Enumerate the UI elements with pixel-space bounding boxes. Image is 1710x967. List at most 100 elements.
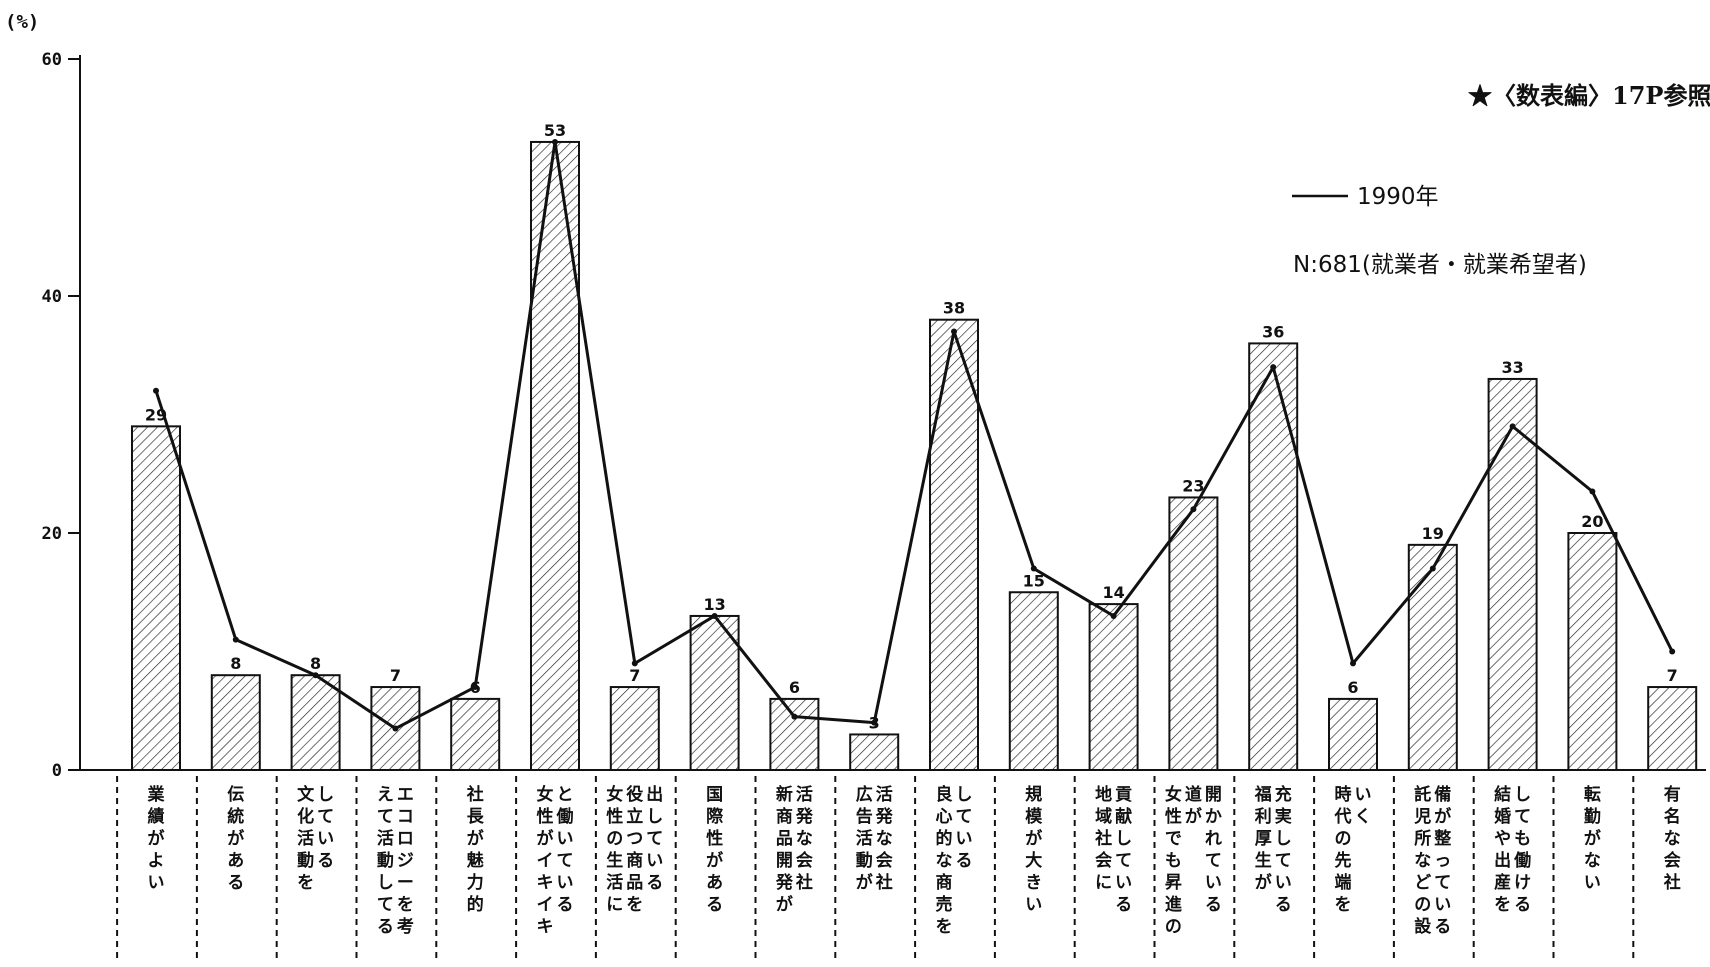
bar [1008, 591, 1059, 771]
trend-line-point [1669, 648, 1676, 655]
trend-line-1990 [153, 138, 1676, 732]
trend-line-point [1110, 612, 1117, 619]
bar [1088, 603, 1139, 771]
bar [131, 425, 181, 771]
bar [530, 140, 580, 771]
bar-value-label: 7 [1667, 666, 1678, 685]
category-label-column: と働いている [556, 785, 574, 915]
bar [1567, 532, 1618, 771]
category-label: 業績がよい [148, 784, 165, 893]
trend-line-point [232, 636, 239, 643]
category-label-column: 充実している [1275, 784, 1292, 915]
trend-line-point [711, 612, 718, 619]
bar [849, 733, 900, 772]
bar-value-label: 33 [1501, 358, 1523, 377]
category-label-column: 託児所などの設 [1413, 784, 1432, 937]
trend-line-point [1509, 423, 1516, 430]
trend-line-point [312, 672, 319, 679]
trend-line-path [154, 140, 1674, 731]
category-label: 転勤がない [1584, 784, 1601, 893]
category-label-column: 広告活動が [856, 784, 873, 893]
category-label-column: 時代の先端を [1334, 784, 1352, 915]
category-label-column: 伝統がある [227, 784, 244, 893]
bar [929, 318, 979, 771]
bar-value-label: 19 [1422, 524, 1444, 543]
legend: 1990年 N:681(就業者・就業希望者) [1292, 184, 1587, 278]
bar [290, 674, 341, 772]
bar-value-label: 13 [703, 595, 725, 614]
trend-line-point [153, 387, 159, 394]
category-label-column: 社長が魅力的 [466, 784, 485, 915]
category-label-column: 有名な会社 [1663, 784, 1681, 893]
trend-line-point [552, 138, 558, 145]
category-label-column: エコロジーを考 [396, 785, 414, 937]
trend-line-point [1030, 565, 1037, 572]
category-label: 有名な会社 [1663, 784, 1681, 893]
bar [450, 697, 501, 772]
bar-value-labels: 2988765371363381514233661933207 [145, 121, 1678, 733]
category-label-column: 役立つ商品を [626, 784, 643, 915]
bar [689, 614, 740, 772]
category-label: 規模が大きい [1025, 785, 1043, 915]
trend-line-point [1589, 488, 1596, 495]
bar-value-label: 7 [629, 666, 640, 685]
bar-value-label: 53 [544, 121, 566, 140]
category-label-column: 出している [646, 784, 663, 893]
category-label-column: している [956, 785, 973, 871]
bar-value-label: 36 [1262, 322, 1284, 341]
bar [1168, 496, 1219, 771]
category-label-column: 開かれている [1205, 785, 1222, 915]
category-label-column: 新商品開発が [775, 784, 794, 915]
bar [1647, 686, 1698, 771]
category-label-column: 活発な会社 [875, 784, 894, 893]
category-label-column: 規模が大きい [1025, 785, 1043, 915]
category-label-column: 業績がよい [148, 784, 165, 893]
bar-value-label: 8 [230, 654, 241, 673]
y-tick-label: 0 [52, 761, 62, 781]
category-labels: 業績がよい伝統がある文化活動をしているえて活動してるエコロジーを考社長が魅力的女… [148, 784, 1681, 937]
category-label-column: 地域社会に [1094, 784, 1112, 893]
category-label-column: 女性の生活に [606, 784, 623, 915]
category-label-column: 福利厚生が [1254, 784, 1272, 893]
category-label-column: いく [1355, 785, 1372, 827]
bar-value-label: 20 [1581, 512, 1603, 531]
trend-line-point [951, 328, 957, 335]
category-label-column: 転勤がない [1584, 784, 1601, 893]
bar [1487, 377, 1538, 771]
bar-value-label: 6 [1347, 678, 1358, 697]
category-label: 国際性がある [706, 785, 724, 915]
category-label: 社長が魅力的 [466, 784, 485, 915]
bar-value-label: 38 [943, 299, 965, 318]
legend-line-label: 1990年 [1357, 184, 1439, 210]
bar [1328, 697, 1378, 772]
category-label-column: 備が整っている [1434, 784, 1451, 937]
bar-value-label: 15 [1023, 571, 1045, 590]
trend-line-point [392, 725, 399, 732]
y-axis: 0 20 40 60 [42, 50, 81, 781]
category-label-column: 良心的な商売を [936, 784, 953, 937]
trend-line-point [472, 684, 479, 691]
category-label-column: 文化活動を [297, 784, 315, 893]
bar [769, 697, 820, 772]
y-tick-label: 60 [42, 50, 62, 70]
legend-sample-size: N:681(就業者・就業希望者) [1293, 252, 1587, 278]
trend-line-point [871, 719, 878, 726]
category-label: 伝統がある [227, 784, 244, 893]
category-label-column: 道が [1185, 784, 1202, 827]
trend-line-point [1270, 364, 1277, 371]
category-label-column: 女性でも昇進の [1165, 784, 1182, 937]
category-label-column: 女性がイキイキ [537, 784, 554, 937]
bar-value-label: 6 [789, 678, 800, 697]
